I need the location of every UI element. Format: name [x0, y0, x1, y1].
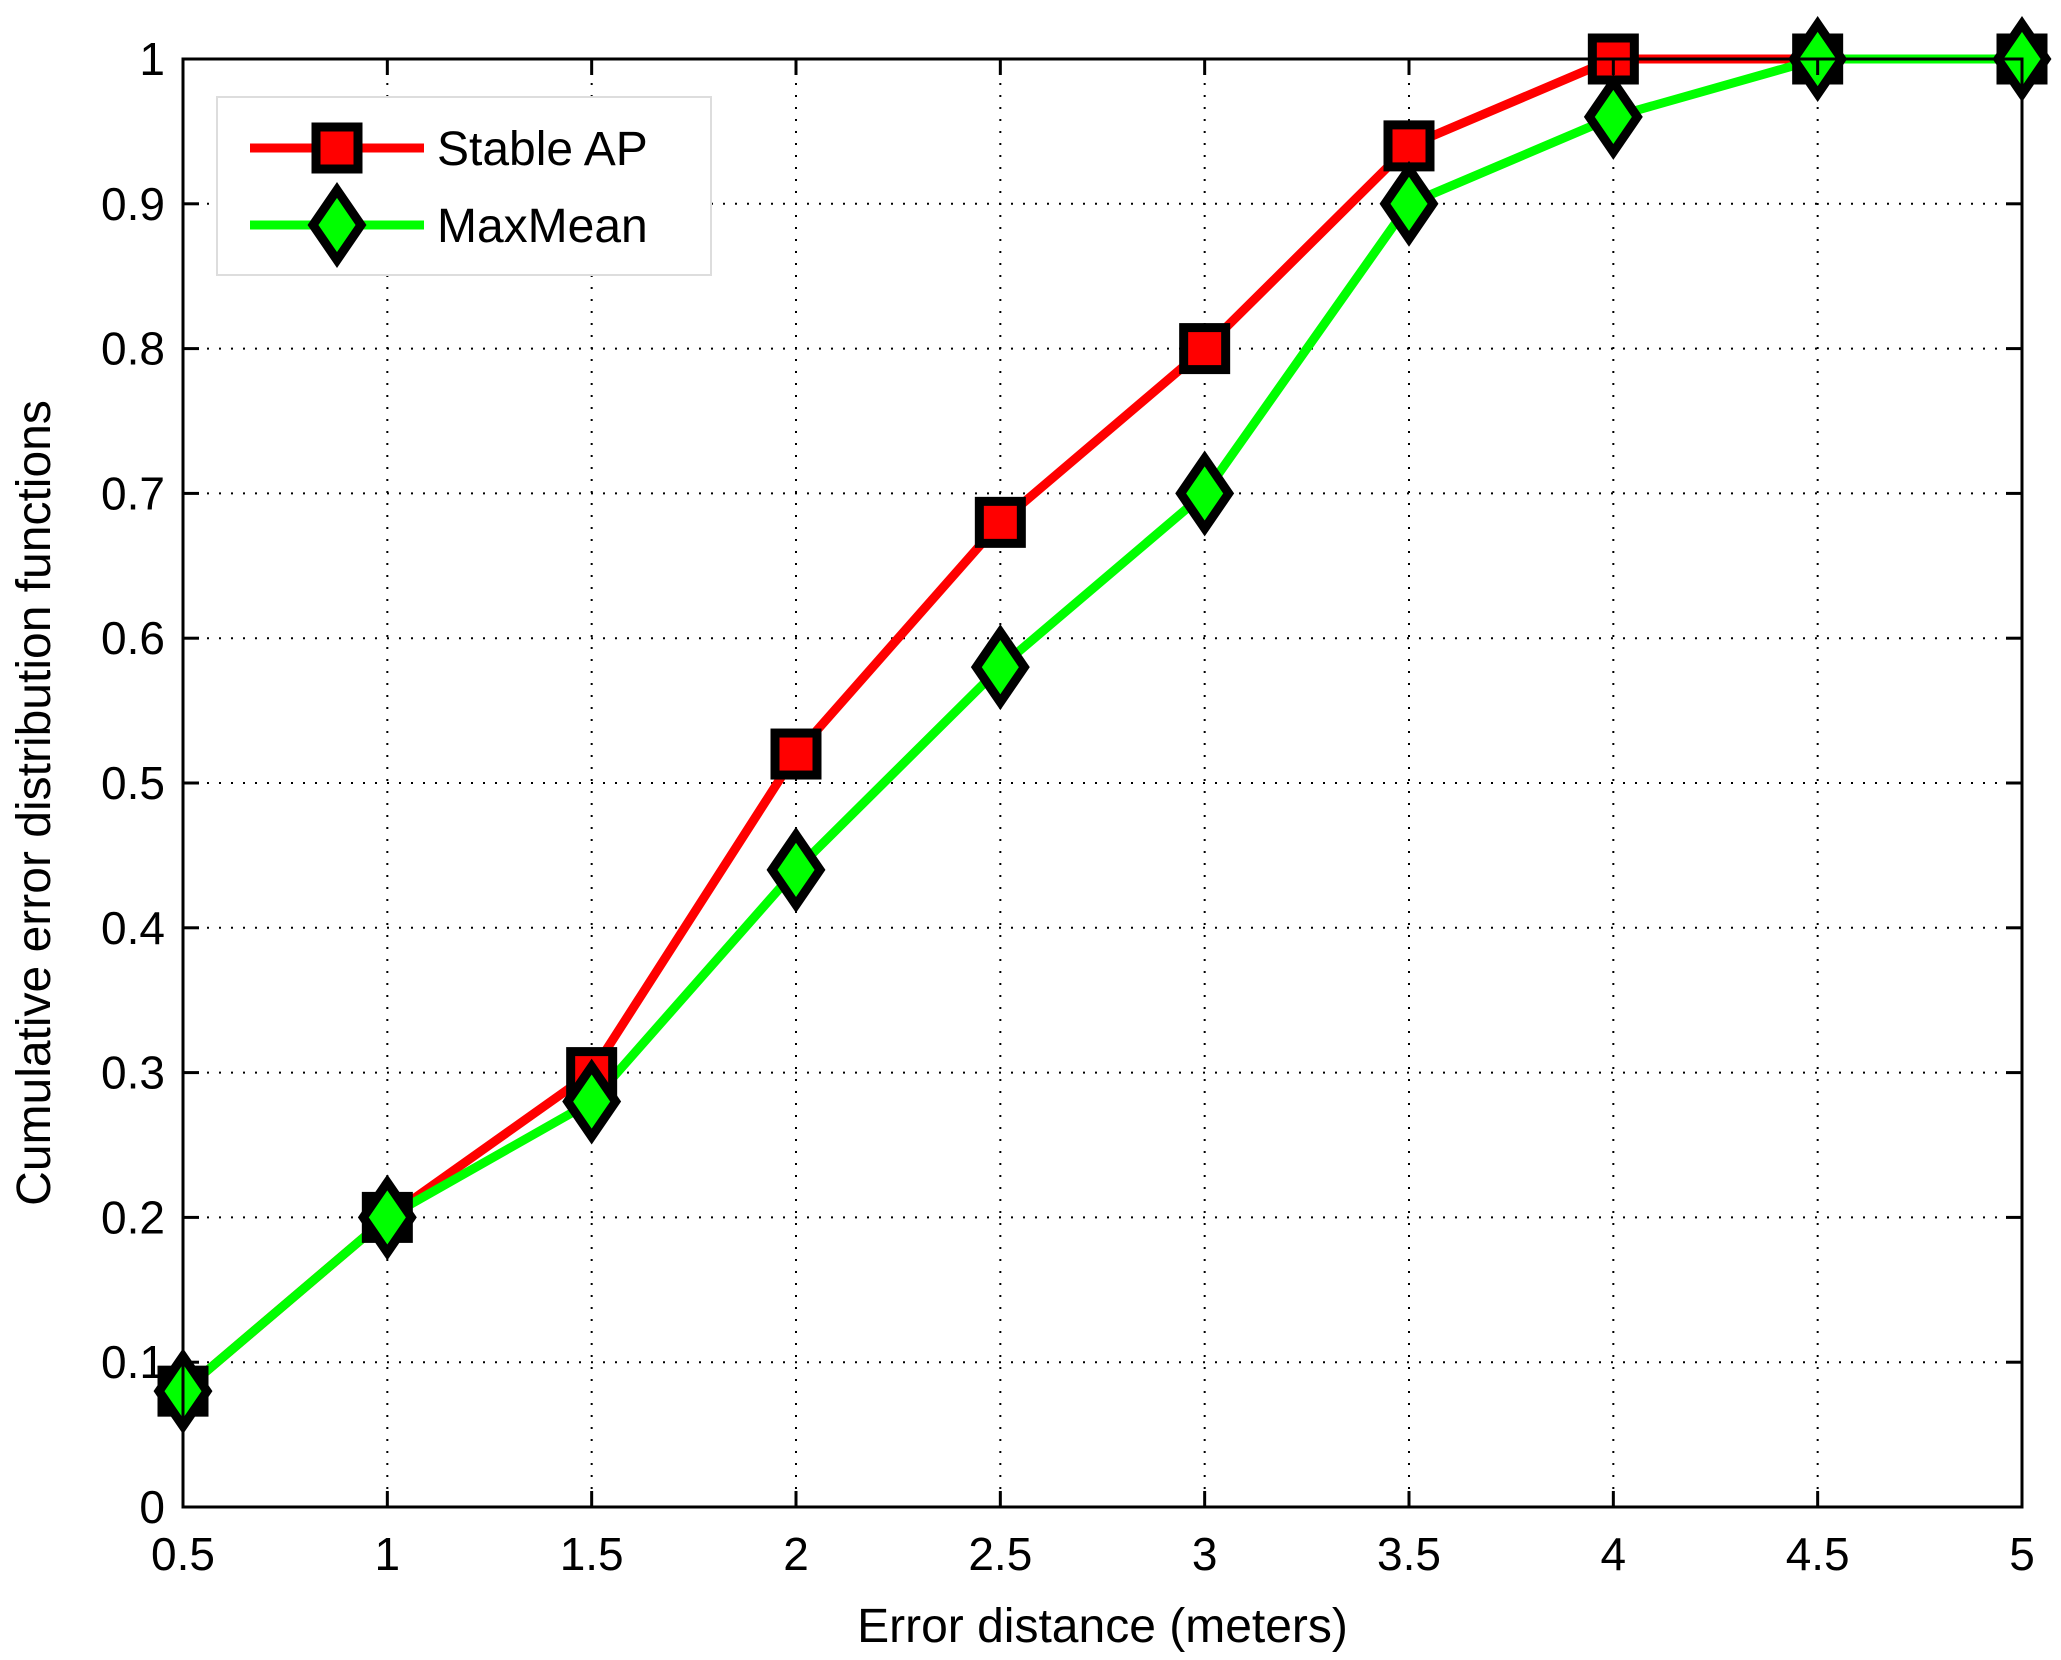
x-tick-labels: 0.5 1 1.5 2 2.5 3 3.5 4 4.5 5: [151, 1528, 2035, 1580]
y-tick-label: 0.7: [101, 467, 165, 519]
x-tick-label: 2.5: [968, 1528, 1032, 1580]
x-tick-label: 1.5: [560, 1528, 624, 1580]
data-point-1: [766, 826, 826, 913]
legend-box: [216, 96, 712, 276]
axis-ticks: [181, 57, 2024, 1509]
x-tick-label: 4: [1601, 1528, 1627, 1580]
data-point-1: [1379, 160, 1439, 247]
x-tick-label: 2: [783, 1528, 809, 1580]
series-markers: [153, 16, 2052, 1435]
y-tick-label: 0.9: [101, 178, 165, 230]
legend-label-0: Stable AP: [437, 123, 648, 176]
x-tick-label: 1: [375, 1528, 401, 1580]
legend-label-1: MaxMean: [437, 200, 648, 253]
grid-lines: [183, 59, 2022, 1507]
data-point-0: [1383, 120, 1435, 172]
y-tick-label: 0.4: [101, 902, 165, 954]
data-point-1: [1583, 73, 1643, 160]
data-point-1: [970, 624, 1030, 711]
data-point-1: [357, 1174, 417, 1261]
y-tick-labels: 0 0.1 0.2 0.3 0.4 0.5 0.6 0.7 0.8 0.9 1: [101, 33, 165, 1533]
legend-marker-1: [307, 182, 367, 268]
y-axis-label: Cumulative error distribution functions: [8, 400, 61, 1206]
y-tick-label: 0: [139, 1481, 165, 1533]
x-tick-label: 3.5: [1377, 1528, 1441, 1580]
y-tick-label: 0.2: [101, 1191, 165, 1243]
y-tick-label: 0.8: [101, 323, 165, 375]
data-point-0: [770, 728, 822, 780]
y-tick-label: 1: [139, 33, 165, 85]
x-tick-label: 4.5: [1786, 1528, 1850, 1580]
y-tick-label: 0.6: [101, 612, 165, 664]
x-tick-label: 5: [2009, 1528, 2035, 1580]
x-tick-label: 3: [1192, 1528, 1218, 1580]
y-tick-label: 0.5: [101, 757, 165, 809]
y-tick-label: 0.3: [101, 1047, 165, 1099]
data-point-0: [974, 496, 1026, 548]
x-axis-label: Error distance (meters): [857, 1600, 1348, 1653]
data-point-1: [1175, 450, 1235, 537]
x-tick-label: 0.5: [151, 1528, 215, 1580]
series-line-1: [180, 54, 2022, 1395]
data-point-0: [1179, 323, 1231, 375]
data-point-1: [562, 1058, 622, 1145]
y-tick-label: 0.1: [101, 1336, 165, 1388]
legend: Stable AP MaxMean: [216, 96, 712, 276]
legend-marker-0: [311, 122, 363, 174]
